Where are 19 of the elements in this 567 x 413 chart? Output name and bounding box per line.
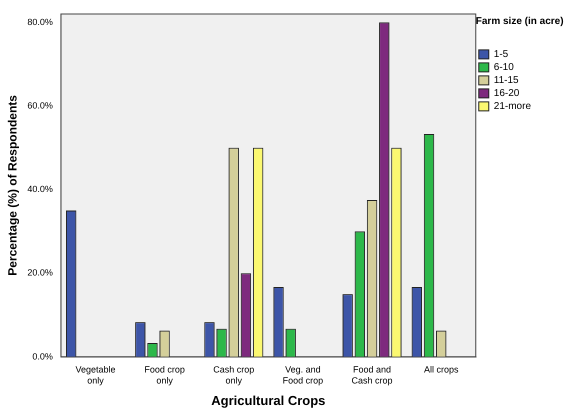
- legend-label: 11-15: [494, 75, 520, 86]
- y-tick-label: 20.0%: [27, 268, 53, 278]
- x-tick-label: Veg. and Food crop: [282, 364, 324, 386]
- x-tick-label: Food and Cash crop: [352, 364, 393, 386]
- y-tick-label: 80.0%: [27, 16, 53, 27]
- legend-title: Farm size (in acre): [476, 16, 564, 27]
- x-axis-title: Agricultural Crops: [211, 392, 326, 408]
- y-tick-label: 60.0%: [27, 100, 53, 110]
- legend-label: 1-5: [494, 49, 509, 60]
- legend-label: 6-10: [494, 62, 514, 74]
- legend-label: 16-20: [494, 88, 520, 100]
- y-tick-label: 0.0%: [32, 351, 53, 362]
- y-tick-label: 40.0%: [27, 184, 53, 194]
- x-tick-label: All crops: [424, 364, 459, 375]
- y-axis-title: Percentage (%) of Respondents: [6, 94, 20, 276]
- x-tick-label: Vegetable only: [75, 364, 116, 386]
- x-tick-label: Cash crop only: [213, 364, 254, 386]
- x-tick-label: Food crop only: [144, 364, 185, 386]
- legend-label: 21-more: [494, 101, 532, 112]
